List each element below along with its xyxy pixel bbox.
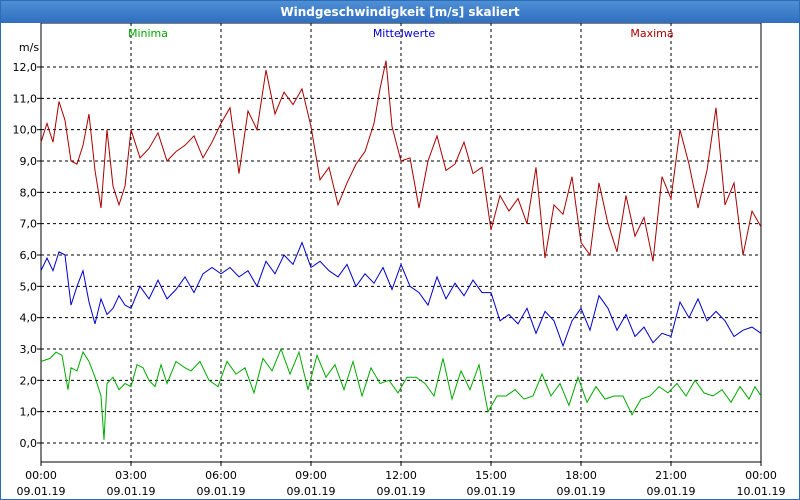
series-line-minima	[40, 347, 762, 440]
y-tick-label: 11,0	[13, 92, 38, 105]
x-tick-date: 09.01.19	[557, 485, 606, 498]
series-line-maxima	[40, 60, 762, 262]
y-tick-label: 6,0	[20, 249, 38, 262]
x-tick-time: 00:00	[25, 469, 57, 482]
x-tick-date: 09.01.19	[377, 485, 426, 498]
y-tick-label: 7,0	[20, 218, 38, 231]
legend-mittelwerte: Mittelwerte	[373, 27, 436, 40]
x-tick-date: 09.01.19	[287, 485, 336, 498]
y-axis-label: m/s	[19, 41, 39, 54]
series-line-mittelwerte	[40, 241, 762, 348]
x-tick-date: 09.01.19	[17, 485, 66, 498]
chart-plot: 0,0 1,0 2,0 3,0 4,0 5,0 6,0 7,0 8,0 9,0 10,0 11,0 12…	[13, 23, 786, 498]
x-tick-time: 12:00	[385, 469, 417, 482]
y-tick-label: 12,0	[13, 61, 38, 74]
x-tick-time: 00:00	[745, 469, 777, 482]
x-tick-time: 21:00	[655, 469, 687, 482]
x-tick-time: 09:00	[295, 469, 327, 482]
x-tick-date: 10.01.19	[737, 485, 786, 498]
x-tick-date: 09.01.19	[197, 485, 246, 498]
y-tick-label: 1,0	[20, 406, 38, 419]
y-tick-label: 3,0	[20, 343, 38, 356]
window-title: Windgeschwindigkeit [m/s] skaliert	[1, 1, 799, 23]
y-tick-label: 0,0	[20, 437, 38, 450]
x-tick-time: 03:00	[115, 469, 147, 482]
legend-maxima: Maxima	[630, 27, 673, 40]
x-tick-time: 06:00	[205, 469, 237, 482]
x-tick-date: 09.01.19	[467, 485, 516, 498]
legend-minima: Minima	[128, 27, 168, 40]
x-tick-date: 09.01.19	[107, 485, 156, 498]
x-tick-time: 15:00	[475, 469, 507, 482]
x-tick-date: 09.01.19	[647, 485, 696, 498]
y-tick-label: 8,0	[20, 186, 38, 199]
y-tick-label: 5,0	[20, 280, 38, 293]
y-tick-label: 2,0	[20, 374, 38, 387]
y-tick-label: 4,0	[20, 312, 38, 325]
x-tick-time: 18:00	[565, 469, 597, 482]
y-tick-label: 9,0	[20, 155, 38, 168]
y-tick-label: 10,0	[13, 124, 38, 137]
